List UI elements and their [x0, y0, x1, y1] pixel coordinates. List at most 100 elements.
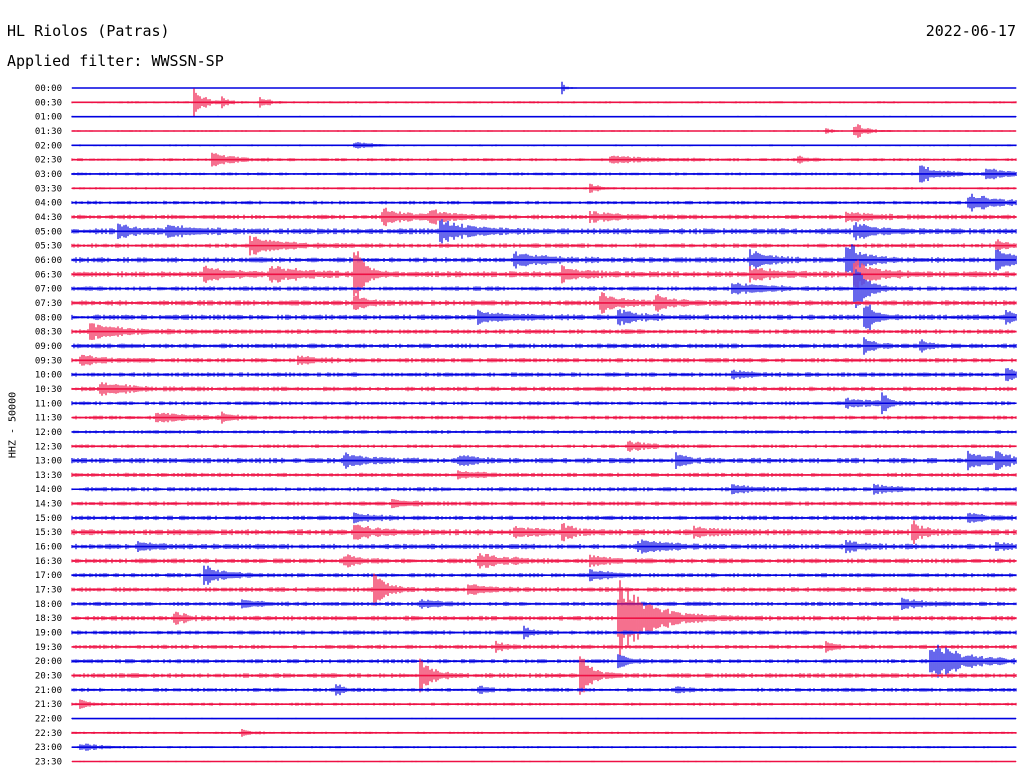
trace-line [71, 235, 1017, 256]
trace-line [71, 207, 1017, 227]
trace-line [71, 292, 1017, 314]
time-tick-label: 19:00 [35, 629, 62, 639]
time-tick-label: 08:00 [35, 313, 62, 323]
trace-line [71, 368, 1017, 382]
trace-line [71, 512, 1017, 524]
time-tick-label: 05:30 [35, 242, 62, 252]
trace-line [71, 251, 1017, 298]
trace-line [71, 115, 1017, 118]
trace-line [71, 337, 1017, 355]
time-tick-label: 23:00 [35, 743, 62, 753]
time-tick-label: 17:30 [35, 586, 62, 596]
time-tick-label: 02:30 [35, 156, 62, 166]
trace-line [71, 354, 1017, 366]
trace-line [71, 430, 1017, 434]
time-tick-label: 20:00 [35, 657, 62, 667]
time-tick-label: 03:30 [35, 184, 62, 194]
time-tick-label: 06:30 [35, 270, 62, 280]
time-tick-label: 00:00 [35, 84, 62, 94]
time-tick-label: 08:30 [35, 328, 62, 338]
trace-line [71, 760, 1017, 763]
time-tick-label: 17:00 [35, 571, 62, 581]
time-tick-label: 22:00 [35, 715, 62, 725]
trace-line [71, 553, 1017, 569]
trace-line [71, 244, 1017, 276]
time-tick-label: 11:30 [35, 414, 62, 424]
time-tick-label: 18:30 [35, 614, 62, 624]
trace-line [71, 142, 1017, 149]
trace-line [71, 183, 1017, 193]
trace-line [71, 539, 1017, 554]
time-tick-label: 20:30 [35, 672, 62, 682]
trace-line [71, 323, 1017, 340]
trace-line [71, 717, 1017, 720]
trace-line [71, 392, 1017, 415]
trace-line [71, 304, 1017, 330]
trace-line [71, 580, 1017, 657]
time-tick-labels: 00:00 00:30 01:00 01:30 02:00 02:30 03:00 03:30… [35, 84, 62, 768]
time-tick-label: 14:00 [35, 485, 62, 495]
trace-line [71, 699, 1017, 709]
trace-line [71, 640, 1017, 653]
trace-line [71, 625, 1017, 640]
time-tick-label: 01:30 [35, 127, 62, 137]
record-date: 2022-06-17 [925, 22, 1016, 40]
trace-line [71, 124, 1017, 138]
time-tick-label: 19:30 [35, 643, 62, 653]
trace-line [71, 81, 1017, 95]
trace-line [71, 382, 1017, 396]
time-tick-label: 10:30 [35, 385, 62, 395]
trace-line [71, 729, 1017, 737]
trace-line [71, 565, 1017, 585]
trace-line [71, 644, 1017, 678]
time-tick-label: 22:30 [35, 729, 62, 739]
time-tick-label: 12:30 [35, 442, 62, 452]
time-tick-label: 10:00 [35, 371, 62, 381]
trace-line [71, 411, 1017, 424]
time-tick-label: 11:00 [35, 399, 62, 409]
time-tick-label: 16:30 [35, 557, 62, 567]
time-tick-label: 02:00 [35, 141, 62, 151]
trace-line [71, 520, 1017, 544]
time-tick-label: 12:00 [35, 428, 62, 438]
time-tick-label: 21:00 [35, 686, 62, 696]
time-tick-label: 15:30 [35, 528, 62, 538]
time-tick-label: 00:30 [35, 98, 62, 108]
time-tick-label: 13:30 [35, 471, 62, 481]
trace-line [71, 152, 1017, 167]
time-tick-label: 07:00 [35, 285, 62, 295]
trace-line [71, 193, 1017, 212]
filter-label: Applied filter: WWSSN-SP [7, 52, 224, 70]
time-tick-label: 03:00 [35, 170, 62, 180]
trace-line [71, 483, 1017, 495]
time-tick-label: 15:00 [35, 514, 62, 524]
time-tick-label: 07:30 [35, 299, 62, 309]
trace-line [71, 656, 1017, 695]
time-tick-label: 01:00 [35, 113, 62, 123]
trace-line [71, 88, 1017, 116]
trace-line [71, 440, 1017, 452]
time-tick-label: 05:00 [35, 227, 62, 237]
time-tick-label: 04:00 [35, 199, 62, 209]
trace-line [71, 684, 1017, 696]
time-tick-label: 14:30 [35, 500, 62, 510]
time-tick-label: 16:00 [35, 543, 62, 553]
trace-line [71, 450, 1017, 471]
trace-line [71, 219, 1017, 244]
time-tick-label: 09:00 [35, 342, 62, 352]
trace-line [71, 597, 1017, 610]
time-tick-label: 23:30 [35, 758, 62, 768]
trace-line [71, 269, 1017, 308]
trace-line [71, 743, 1017, 751]
trace-line [71, 470, 1017, 480]
time-tick-label: 18:00 [35, 600, 62, 610]
trace-group [71, 81, 1017, 763]
trace-line [71, 499, 1017, 509]
time-tick-label: 09:30 [35, 356, 62, 366]
time-tick-label: 21:30 [35, 700, 62, 710]
station-title: HL Riolos (Patras) [7, 22, 170, 40]
time-tick-label: 13:00 [35, 457, 62, 467]
trace-line [71, 165, 1017, 183]
trace-line [71, 573, 1017, 606]
